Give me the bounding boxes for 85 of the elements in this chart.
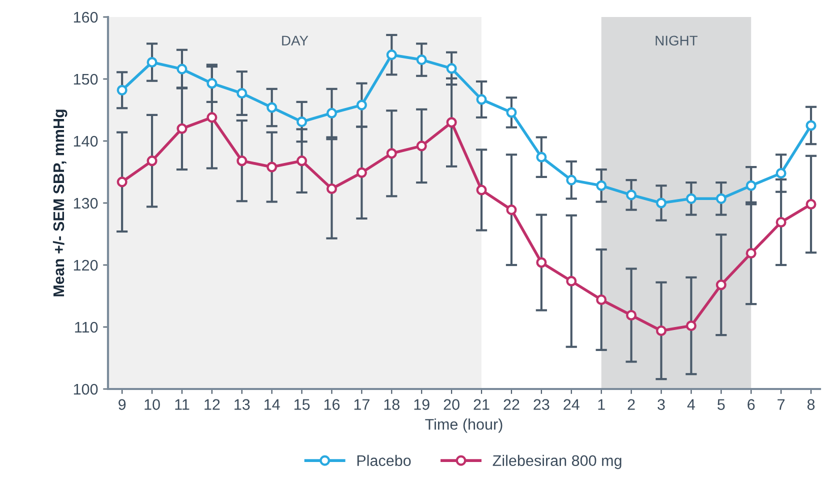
y-tick-label: 110: [75, 322, 98, 333]
point: [266, 162, 278, 172]
x-tick-label: 12: [204, 399, 220, 410]
point: [476, 94, 487, 105]
point: [686, 320, 696, 332]
x-axis-title: Time (hour): [425, 418, 502, 433]
point: [146, 156, 158, 166]
point: [626, 190, 637, 200]
point: [116, 176, 128, 188]
y-tick-label: 140: [74, 136, 98, 147]
legend-label: Placebo: [357, 454, 411, 466]
point: [596, 180, 607, 191]
point: [536, 257, 547, 268]
point: [236, 156, 248, 166]
x-tick-label: 15: [294, 399, 310, 410]
point: [626, 310, 637, 320]
point: [476, 184, 487, 196]
point: [356, 167, 367, 178]
x-tick-label: 17: [354, 399, 370, 410]
point: [296, 116, 308, 128]
x-tick-label: 10: [144, 399, 160, 410]
point: [446, 117, 457, 128]
x-tick-label: 24: [564, 399, 580, 410]
point: [746, 180, 756, 191]
point: [326, 108, 338, 118]
point: [716, 280, 726, 290]
point: [776, 216, 786, 228]
point: [506, 107, 517, 118]
x-tick-label: 2: [628, 399, 635, 410]
x-tick-label: 8: [807, 399, 815, 410]
point: [716, 193, 726, 204]
y-tick-label: 120: [74, 260, 98, 271]
point: [266, 102, 278, 113]
x-tick-label: 18: [384, 399, 400, 410]
point: [206, 78, 218, 89]
x-tick-label: 6: [748, 399, 755, 410]
point: [116, 84, 128, 96]
x-tick-label: 11: [175, 399, 190, 410]
point: [506, 204, 517, 216]
band-label: NIGHT: [656, 36, 698, 46]
point: [416, 54, 427, 66]
point: [176, 123, 188, 134]
x-tick-label: 14: [264, 399, 280, 410]
y-tick-label: 160: [74, 12, 98, 23]
point: [146, 56, 158, 68]
point: [446, 63, 457, 74]
point: [806, 198, 816, 210]
point: [566, 276, 577, 286]
x-tick-label: 7: [778, 399, 785, 410]
x-tick-label: 3: [658, 399, 665, 410]
x-tick-label: 1: [598, 399, 605, 410]
x-tick-label: 20: [444, 399, 460, 410]
x-tick-label: 19: [414, 399, 430, 410]
y-tick-label: 150: [74, 74, 98, 85]
point: [656, 198, 667, 208]
point: [236, 88, 248, 99]
point: [566, 174, 577, 186]
point: [296, 156, 308, 166]
x-tick-label: 9: [118, 399, 126, 410]
point: [386, 50, 397, 60]
band-label: DAY: [282, 36, 308, 46]
y-tick-label: 100: [74, 384, 98, 395]
point: [176, 64, 188, 74]
point: [416, 140, 427, 152]
point: [686, 193, 696, 204]
point: [356, 100, 367, 110]
point: [326, 183, 338, 194]
point: [206, 112, 218, 123]
point: [746, 248, 756, 258]
y-axis-title: Mean +/- SEM SBP, mmHg: [52, 110, 68, 296]
legend-label: Zilebesiran 800 mg: [492, 454, 622, 470]
x-tick-label: 22: [504, 399, 520, 410]
x-tick-label: 4: [687, 399, 695, 410]
point: [656, 325, 667, 336]
x-tick-label: 21: [474, 399, 490, 410]
x-tick-label: 23: [534, 399, 550, 410]
point: [776, 168, 786, 179]
x-tick-label: 5: [718, 399, 725, 410]
x-tick-label: 13: [234, 399, 250, 410]
point: [596, 294, 607, 305]
y-tick-label: 130: [74, 198, 98, 209]
point: [386, 148, 397, 159]
point: [536, 152, 547, 162]
x-tick-label: 16: [324, 399, 340, 410]
point: [806, 120, 816, 131]
